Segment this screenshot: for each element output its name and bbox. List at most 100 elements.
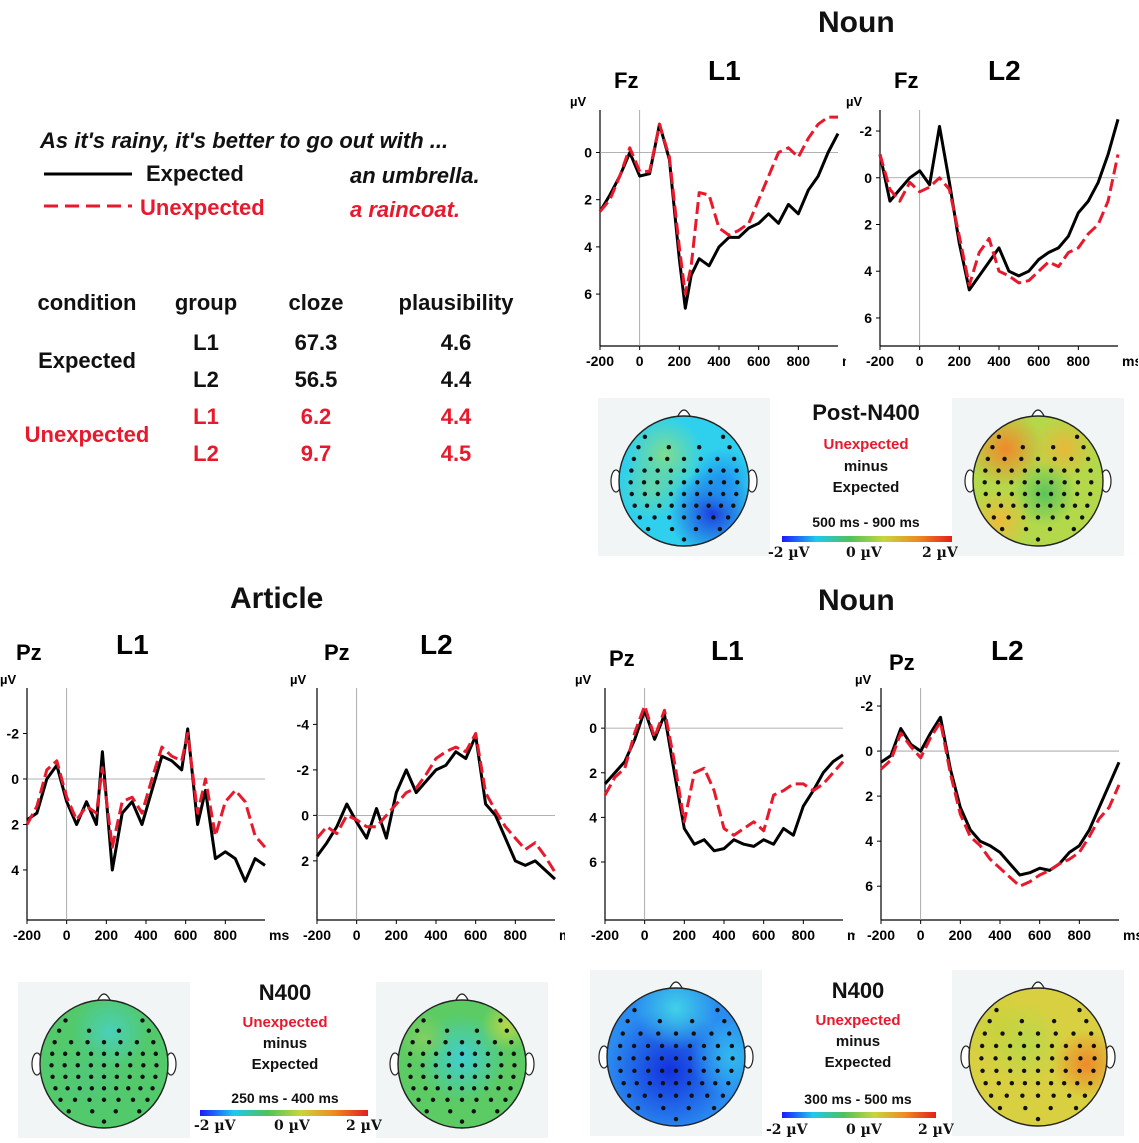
electrode-dot [735, 480, 740, 485]
cell-group: L1 [193, 403, 219, 429]
scalp-map [973, 416, 1103, 546]
electrode-dot [1062, 468, 1067, 473]
electrode-dot [638, 1031, 643, 1036]
x-tick-label: -200 [866, 353, 894, 369]
electrode-dot [459, 1063, 465, 1068]
cell-cloze: 9.7 [300, 440, 332, 466]
legend-unexpected: Unexpected [140, 195, 265, 220]
electrode-dot [1053, 1031, 1058, 1036]
electrode-dot [1019, 1018, 1025, 1024]
electrode-dot [511, 1074, 516, 1079]
electrode-dot [65, 1086, 70, 1091]
electrode-dot [990, 445, 995, 450]
electrode-dot [1021, 1043, 1027, 1049]
electrode-dot [141, 1063, 146, 1068]
electrode-dot [618, 1068, 623, 1073]
electrode-dot [632, 1007, 637, 1013]
x-tick-label: 0 [916, 353, 924, 369]
scale-min: -2 µV [194, 1118, 236, 1134]
y-tick-label: 2 [11, 816, 19, 832]
electrode-label: Pz [324, 640, 350, 665]
table-header: condition group cloze plausibility [18, 288, 536, 324]
electrode-dot [645, 526, 651, 532]
electrode-dot [652, 515, 657, 520]
electrode-dot [1035, 1081, 1041, 1086]
x-tick-label: 200 [949, 927, 973, 943]
electrode-dot [145, 1097, 150, 1103]
electrode-dot [721, 480, 727, 485]
electrode-dot [668, 480, 673, 485]
electrode-dot [1084, 1018, 1089, 1024]
electrode-dot [1018, 1031, 1023, 1036]
series-unexpected-line [879, 720, 1121, 888]
group-label: L2 [991, 635, 1024, 666]
electrode-dot [689, 1093, 694, 1098]
x-axis-label: ms [1123, 927, 1139, 943]
electrode-dot [1035, 468, 1041, 473]
electrode-dot [996, 434, 1002, 439]
electrode-dot [1035, 1068, 1041, 1073]
electrode-dot [63, 1074, 68, 1079]
electrode-dot [637, 515, 643, 520]
electrode-dot [720, 1093, 726, 1098]
electrode-dot [408, 1074, 413, 1079]
electrode-dot [68, 1040, 74, 1045]
y-tick-label: 2 [301, 853, 309, 869]
cell-plausibility: 4.4 [440, 366, 472, 392]
electrode-dot [1048, 1081, 1054, 1086]
electrode-dot [996, 468, 1001, 473]
electrode-dot [673, 1081, 679, 1086]
time-window-article: 250 ms - 400 ms [231, 1090, 339, 1106]
y-tick-label: -2 [297, 762, 310, 778]
sentence-frame: As it's rainy, it's better to go out wit… [40, 128, 449, 153]
contrast-expected: Expected [251, 1056, 319, 1073]
electrode-dot [982, 480, 987, 485]
electrode-dot [1049, 1068, 1055, 1073]
col-cloze: cloze [288, 290, 344, 315]
electrode-dot [701, 1068, 706, 1073]
electrode-dot [681, 503, 687, 508]
y-axis-label: µV [0, 672, 16, 687]
electrode-dot [1007, 1056, 1012, 1061]
y-tick-label: 2 [864, 216, 872, 232]
electrode-dot [673, 1056, 679, 1061]
scale-max: 2 µV [918, 1122, 954, 1138]
electrode-dot [1048, 468, 1054, 473]
y-tick-label: 0 [864, 170, 872, 186]
electrode-dot [706, 503, 711, 508]
topomap-noun-l2-post-n400 [952, 398, 1124, 556]
x-tick-label: -200 [13, 927, 41, 943]
electrode-dot [1088, 468, 1093, 473]
electrode-dot [656, 1031, 661, 1036]
electrode-dot [407, 1063, 412, 1068]
electrode-dot [991, 515, 997, 520]
electrode-dot [72, 1097, 78, 1103]
electrode-dot [658, 1093, 663, 1098]
electrode-dot [138, 1086, 143, 1091]
electrode-label: Pz [609, 646, 635, 671]
electrode-dot [667, 515, 672, 520]
electrode-dot [993, 1056, 998, 1061]
electrode-dot [709, 1031, 714, 1036]
electrode-dot [448, 1109, 453, 1114]
y-tick-label: 4 [589, 809, 597, 825]
electrode-dot [1073, 1105, 1079, 1111]
y-tick-label: 2 [589, 765, 597, 781]
electrode-dot [636, 445, 641, 450]
electrode-dot [707, 491, 713, 497]
electrode-dot [669, 526, 675, 532]
electrode-dot [731, 456, 737, 462]
electrode-dot [715, 456, 720, 462]
electrode-dot [1089, 480, 1094, 485]
electrode-dot [647, 1081, 653, 1086]
electrode-dot [430, 1097, 436, 1103]
stimulus-table: condition group cloze plausibility Expec… [18, 288, 536, 472]
electrode-dot [1009, 491, 1015, 497]
y-tick-label: 0 [11, 771, 19, 787]
legend-lines [44, 172, 132, 208]
electrode-dot [673, 1068, 679, 1073]
electrode-dot [153, 1074, 158, 1079]
cell-cloze: 56.5 [294, 366, 338, 392]
electrode-dot [485, 1074, 490, 1079]
electrode-dot [1048, 491, 1054, 497]
